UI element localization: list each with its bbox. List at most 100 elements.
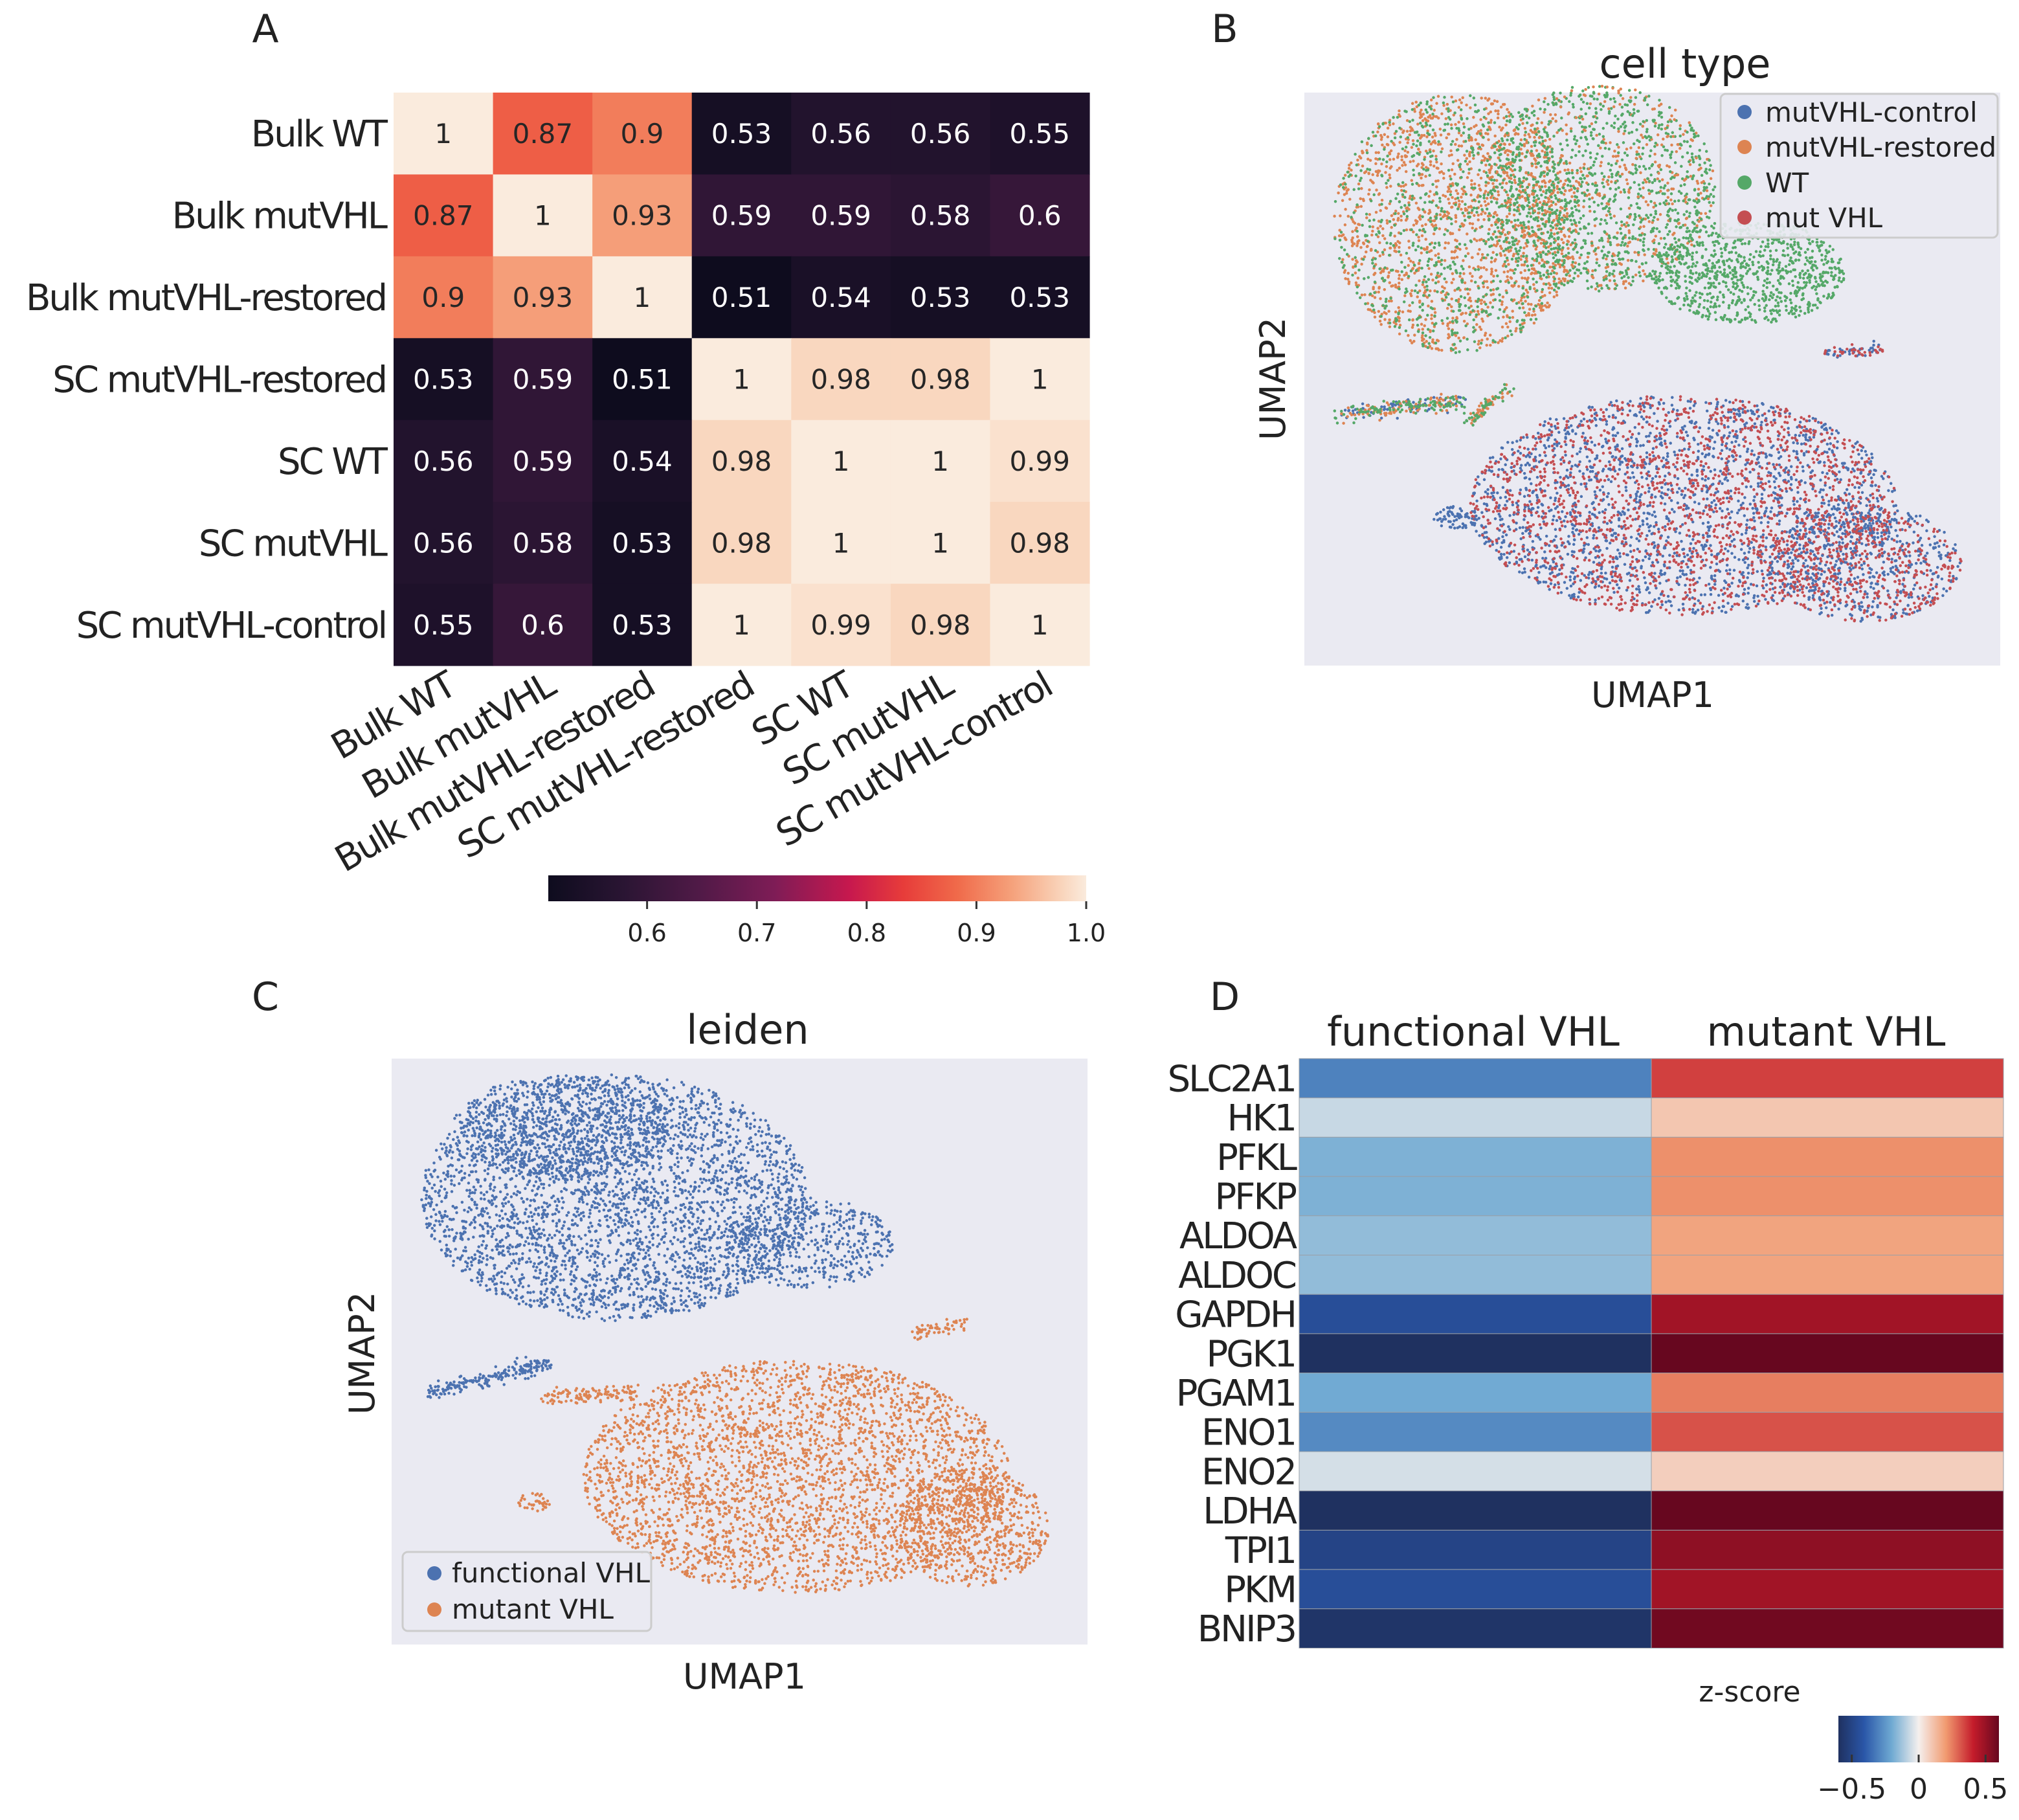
d-colorbar-tick-label-1: 0 (1910, 1773, 1928, 1806)
d-cell-pfkl-c0 (1299, 1136, 1652, 1177)
d-row-label-slc2a1: SLC2A1 (1168, 1058, 1295, 1100)
a-cell-r3-c5 (890, 338, 991, 421)
c-cluster-functional-top-0 (453, 1074, 675, 1180)
a-cell-value-r0-c5: 0.56 (910, 118, 971, 150)
a-cell-value-r5-c3: 0.98 (711, 527, 772, 559)
a-cell-value-r3-c3: 1 (733, 364, 750, 396)
a-cell-r5-c5 (890, 502, 991, 585)
c-strand-mutant-top-0 (911, 1318, 968, 1341)
a-cell-r3-c0 (394, 338, 494, 421)
a-cell-r1-c2 (592, 174, 693, 257)
b-cluster-upper-orange-0 (1333, 95, 1577, 352)
b-legend-label-wt: WT (1765, 167, 1809, 199)
b-cluster-upper-green-1 (1482, 84, 1715, 291)
d-cell-ldha-c1 (1651, 1490, 2004, 1531)
d-colorbar-tick-label-0: −0.5 (1817, 1773, 1886, 1806)
a-cell-r5-c4 (791, 502, 891, 585)
a-cell-values: 1 0.87 0.9 0.53 0.56 0.56 0.55 0.87 1 0.93 0.59 0.5… (413, 118, 1070, 641)
a-cell-value-r4-c4: 1 (832, 445, 850, 477)
c-legend-marker-functional (427, 1566, 441, 1580)
d-cell-slc2a1-c1 (1651, 1058, 2004, 1099)
d-cell-tpi1-c1 (1651, 1529, 2004, 1570)
d-row-labels: SLC2A1HK1PFKLPFKPALDOAALDOCGAPDHPGK1PGAM… (1168, 1058, 1299, 1650)
b-legend-marker-mut-vhl (1737, 210, 1752, 225)
d-cell-pgk1-c0 (1299, 1333, 1652, 1374)
d-row-label-bnip3: BNIP3 (1198, 1608, 1295, 1650)
b-legend: mutVHL-control mutVHL-restored WT mut VH… (1719, 93, 1999, 239)
d-cell-eno1-c1 (1651, 1411, 2004, 1452)
d-colorbar-tick-label-2: 0.5 (1963, 1773, 2008, 1806)
d-cell-pgam1-c1 (1651, 1373, 2004, 1413)
b-scatter-points (1333, 84, 1963, 623)
a-cell-value-r1-c5: 0.58 (910, 200, 971, 232)
b-legend-label-mutvhl-restored: mutVHL-restored (1765, 131, 1996, 163)
d-cell-eno1-c0 (1299, 1411, 1652, 1452)
b-title: cell type (1600, 40, 1771, 87)
a-colorbar-tick-label-2: 0.8 (847, 919, 886, 947)
a-cell-value-r0-c4: 0.56 (810, 118, 871, 150)
c-cluster-functional-right-0 (725, 1196, 894, 1289)
a-cell-value-r4-c2: 0.54 (612, 445, 673, 477)
d-row-label-tpi1: TPI1 (1225, 1530, 1295, 1572)
a-cell-value-r6-c1: 0.6 (521, 609, 564, 641)
a-cell-value-r6-c6: 1 (1031, 609, 1049, 641)
a-cell-value-r4-c0: 0.56 (413, 445, 474, 477)
d-row-label-aldoc: ALDOC (1178, 1255, 1296, 1297)
d-cell-ldha-c0 (1299, 1490, 1652, 1531)
a-cell-value-r2-c5: 0.53 (910, 282, 971, 313)
d-row-label-pfkp: PFKP (1215, 1176, 1297, 1218)
a-cell-r1-c0 (394, 174, 494, 257)
a-cell-r2-c5 (890, 256, 991, 339)
a-cell-r4-c1 (493, 420, 593, 502)
c-strand-functional-0 (426, 1355, 553, 1399)
a-row-label-6: SC mutVHL-control (76, 605, 386, 647)
b-strand-left-2 (1333, 395, 1466, 425)
a-cell-value-r1-c0: 0.87 (413, 200, 474, 232)
a-cell-value-r5-c0: 0.56 (413, 527, 474, 559)
a-row-label-2: Bulk mutVHL-restored (26, 277, 386, 319)
c-cluster-mutant-main-0 (582, 1360, 1011, 1594)
a-cell-value-r1-c2: 0.93 (612, 200, 673, 232)
a-cell-value-r4-c5: 1 (931, 445, 949, 477)
a-cell-r3-c6 (990, 338, 1090, 421)
c-cluster-mutant-small-0 (517, 1492, 551, 1512)
a-cell-r0-c0 (394, 93, 494, 175)
a-colorbar-tick-label-0: 0.6 (627, 919, 666, 947)
d-cell-aldoc-c0 (1299, 1255, 1652, 1295)
a-cell-r0-c4 (791, 93, 891, 175)
d-cell-aldoa-c0 (1299, 1215, 1652, 1256)
d-cell-hk1-c0 (1299, 1097, 1652, 1138)
d-row-label-pgam1: PGAM1 (1176, 1373, 1295, 1415)
a-row-label-3: SC mutVHL-restored (52, 359, 386, 401)
a-cell-value-r1-c4: 0.59 (810, 200, 871, 232)
a-cell-r2-c1 (493, 256, 593, 339)
d-heatmap-cells (1299, 1058, 2004, 1649)
a-cell-r6-c5 (890, 583, 991, 666)
a-cell-r6-c0 (394, 583, 494, 666)
a-cell-value-r6-c4: 0.99 (810, 609, 871, 641)
d-cell-pfkp-c1 (1651, 1176, 2004, 1217)
d-column-label-functional: functional VHL (1327, 1008, 1620, 1055)
d-cell-pkm-c1 (1651, 1569, 2004, 1610)
b-ylabel: UMAP2 (1253, 317, 1293, 440)
a-cell-value-r0-c6: 0.55 (1009, 118, 1070, 150)
a-cell-value-r4-c3: 0.98 (711, 445, 772, 477)
b-cluster-upper-orange-1 (1333, 95, 1578, 352)
d-cell-pkm-c0 (1299, 1569, 1652, 1610)
panel-label-c: C (252, 974, 279, 1020)
d-colorbar: −0.5 0 0.5 (1817, 1716, 2008, 1806)
d-row-label-hk1: HK1 (1227, 1097, 1295, 1140)
b-strand-mid-1 (1462, 383, 1515, 427)
d-cell-aldoa-c1 (1651, 1215, 2004, 1256)
a-cell-r6-c4 (791, 583, 891, 666)
panel-label-b: B (1211, 6, 1238, 52)
a-cell-value-r0-c3: 0.53 (711, 118, 772, 150)
a-cell-value-r5-c4: 1 (832, 527, 850, 559)
a-cell-value-r3-c5: 0.98 (910, 364, 971, 396)
d-cell-pfkl-c1 (1651, 1136, 2004, 1177)
b-cluster-small-left-0 (1433, 505, 1480, 530)
a-cell-r6-c3 (691, 583, 792, 666)
a-cell-value-r6-c2: 0.53 (612, 609, 673, 641)
a-cell-r4-c5 (890, 420, 991, 502)
